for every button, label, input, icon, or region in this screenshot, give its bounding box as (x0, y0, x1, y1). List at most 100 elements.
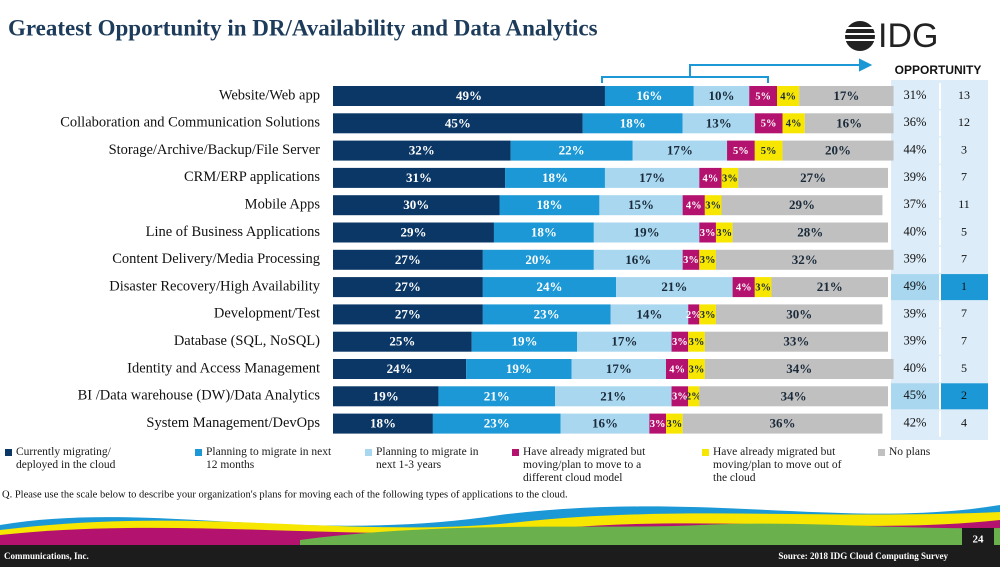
legend-label: No plans (889, 446, 931, 458)
bar-segment (699, 249, 716, 270)
data-label: 10% (709, 88, 735, 103)
data-label: 3% (705, 201, 721, 212)
data-label: 3% (689, 337, 705, 348)
table-cell: 40% (904, 361, 927, 375)
bar-segment (699, 167, 722, 188)
bar-segment (682, 413, 883, 434)
bar-segment (715, 304, 883, 325)
table-highlight (941, 383, 988, 410)
data-label: 3% (666, 419, 682, 430)
bar-segment (482, 277, 617, 298)
y-tick-label: Line of Business Applications (146, 224, 321, 240)
bar-segment (604, 86, 694, 106)
bar-segment (727, 140, 755, 161)
data-label: 36% (770, 416, 796, 431)
data-label: 13% (706, 115, 732, 130)
data-label: 4% (686, 201, 702, 212)
bar-segment (671, 386, 689, 407)
bar-segment (438, 386, 555, 407)
table-cell: 39% (904, 252, 927, 266)
data-label: 18% (620, 115, 646, 130)
data-label: 3% (700, 255, 716, 266)
bar-segment (699, 386, 888, 407)
data-label: 14% (636, 306, 662, 321)
data-label: 19% (511, 334, 537, 349)
data-label: 17% (606, 361, 632, 376)
legend-swatch (195, 449, 202, 456)
bar-segment (688, 359, 705, 379)
bar-segment (333, 86, 605, 106)
bar-segment (432, 413, 561, 434)
data-label: 24% (536, 279, 562, 294)
bar-segment (704, 195, 722, 216)
legend-label: Have already migrated but moving/plan to… (713, 446, 842, 484)
bar-segment (688, 331, 705, 352)
footer-company: Communications, Inc. (4, 551, 89, 561)
legend-item: Have already migrated but moving/plan to… (512, 446, 682, 485)
bar-segment (610, 304, 689, 325)
y-tick-label: Database (SQL, NoSQL) (174, 333, 320, 349)
bar-segment (682, 195, 705, 216)
bar-segment (732, 222, 888, 243)
data-label: 45% (445, 115, 471, 130)
data-label: 21% (661, 279, 687, 294)
data-label: 5% (755, 91, 771, 102)
data-label: 49% (456, 88, 482, 103)
table-cell: 40% (904, 224, 927, 238)
table-header: OPPORTUNITY (895, 63, 982, 77)
footer-bar (0, 545, 1000, 567)
bar-segment (499, 195, 600, 216)
data-label: 17% (639, 170, 665, 185)
data-label: 4% (669, 364, 685, 375)
data-label: 20% (525, 252, 551, 267)
data-label: 3% (672, 337, 688, 348)
data-label: 3% (755, 283, 771, 294)
logo: IDG (878, 17, 938, 55)
y-tick-label: Website/Web app (219, 87, 320, 103)
bar-segment (333, 359, 467, 379)
data-label: 3% (683, 255, 699, 266)
data-label: 30% (403, 197, 429, 212)
bar-segment (333, 140, 511, 161)
bar-segment (333, 331, 472, 352)
data-label: 5% (733, 146, 749, 157)
legend-label: Have already migrated but moving/plan to… (523, 446, 646, 484)
legend-label: Planning to migrate in next 12 months (206, 446, 332, 471)
bar-segment (593, 222, 700, 243)
data-label: 21% (600, 388, 626, 403)
footer-source: Source: 2018 IDG Cloud Computing Survey (778, 551, 948, 561)
bar-segment (682, 113, 755, 134)
table-cell: 12 (958, 115, 970, 129)
y-tick-label: Collaboration and Communication Solution… (60, 115, 320, 131)
bar-segment (555, 386, 672, 407)
data-label: 19% (373, 388, 399, 403)
data-label: 32% (792, 252, 818, 267)
bar-segment (771, 277, 888, 298)
data-label: 3% (716, 228, 732, 239)
bar-segment (649, 413, 666, 434)
bar-segment (571, 359, 666, 379)
data-label: 27% (395, 252, 421, 267)
table-cell: 39% (904, 334, 927, 348)
data-label: 2% (686, 392, 702, 403)
table-cell: 7 (961, 252, 967, 266)
data-label: 29% (789, 197, 815, 212)
y-tick-label: BI /Data warehouse (DW)/Data Analytics (78, 388, 321, 404)
bar-segment (493, 222, 594, 243)
legend-item: Have already migrated but moving/plan to… (702, 446, 852, 485)
note: Q. Please use the scale below to describ… (2, 489, 568, 500)
bar-segment (616, 277, 733, 298)
bar-segment (704, 359, 894, 379)
data-label: 3% (722, 173, 738, 184)
bar-segment (333, 249, 483, 270)
bar-segment (754, 113, 783, 134)
bar-segment (688, 304, 700, 325)
legend-label: Planning to migrate in next 1-3 years (376, 446, 479, 471)
data-label: 27% (800, 170, 826, 185)
bar-segment (599, 195, 683, 216)
data-label: 16% (636, 88, 662, 103)
data-label: 17% (611, 334, 637, 349)
bar-segment (715, 249, 894, 270)
data-label: 33% (783, 334, 809, 349)
